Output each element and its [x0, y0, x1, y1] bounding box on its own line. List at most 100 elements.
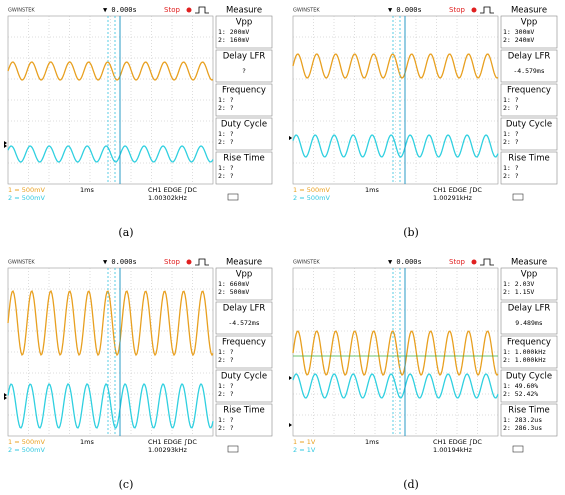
trigger: CH1 EDGE ∫DC [148, 186, 197, 194]
brand: GWINSTEK [8, 8, 35, 14]
trigger: CH1 EDGE ∫DC [433, 186, 482, 194]
time-offset: ▼ 0.000s [103, 6, 137, 14]
measure-value: 1: 200mV [218, 28, 249, 36]
ch1-marker [289, 423, 292, 427]
measure-name: Rise Time [223, 154, 264, 164]
measure-value: 2: ? [218, 424, 234, 432]
measure-name: Vpp [521, 18, 538, 28]
trigger-freq: 1.00293kHz [148, 446, 188, 454]
trigger: CH1 EDGE ∫DC [148, 438, 197, 446]
figure: GWINSTEK▼ 0.000sStopMeasureVpp1: 200mV2:… [0, 0, 565, 495]
measure-title: Measure [511, 258, 547, 268]
measure-value: 2: 240mV [503, 36, 534, 44]
measure-name: Vpp [236, 270, 253, 280]
measure-name: Vpp [521, 270, 538, 280]
ch2-marker [4, 396, 7, 400]
ch2-marker [289, 376, 292, 380]
measure-value: 1: ? [503, 130, 519, 138]
run-status: Stop [164, 6, 180, 14]
ch1-scale: 1 = 1V [293, 438, 316, 446]
measure-name: Rise Time [508, 406, 549, 416]
time-offset: ▼ 0.000s [388, 6, 422, 14]
measure-value: 2: ? [218, 172, 234, 180]
measure-value: 2: ? [218, 390, 234, 398]
caption: (b) [403, 226, 419, 239]
measure-name: Vpp [236, 18, 253, 28]
measure-value: 2: 1.15V [503, 288, 534, 296]
sd-icon [228, 194, 238, 200]
measure-name: Frequency [222, 86, 266, 96]
measure-value: 2: 286.3us [503, 424, 542, 432]
measure-value: 1: ? [218, 130, 234, 138]
caption: (a) [118, 226, 133, 239]
measure-value: 1: ? [218, 348, 234, 356]
timebase: 1ms [365, 438, 379, 446]
ch1-scale: 1 = 500mV [8, 438, 45, 446]
measure-value: 1: 300mV [503, 28, 534, 36]
ch2-scale: 2 = 500mV [293, 194, 330, 202]
sd-icon [513, 446, 523, 452]
ch2-scale: 2 = 500mV [8, 194, 45, 202]
measure-value: 1: ? [218, 416, 234, 424]
measure-name: Duty Cycle [506, 372, 552, 382]
measure-value: 1: 283.2us [503, 416, 542, 424]
run-status: Stop [449, 258, 465, 266]
timebase: 1ms [80, 186, 94, 194]
measure-name: Duty Cycle [221, 372, 267, 382]
measure-title: Measure [226, 6, 262, 16]
run-status: Stop [449, 6, 465, 14]
measure-name: Frequency [507, 86, 551, 96]
measure-value: 2: ? [503, 138, 519, 146]
brand: GWINSTEK [293, 260, 320, 266]
measure-value: 2: ? [218, 356, 234, 364]
measure-name: Delay LFR [508, 52, 551, 62]
measure-value: 1: ? [503, 96, 519, 104]
measure-title: Measure [226, 258, 262, 268]
measure-name: Delay LFR [508, 304, 551, 314]
measure-title: Measure [511, 6, 547, 16]
timebase: 1ms [80, 438, 94, 446]
measure-value: 2: ? [503, 172, 519, 180]
brand: GWINSTEK [293, 8, 320, 14]
measure-value: 1: ? [218, 96, 234, 104]
measure-value: -4.572ms [228, 319, 259, 327]
measure-name: Frequency [507, 338, 551, 348]
timebase: 1ms [365, 186, 379, 194]
sd-icon [513, 194, 523, 200]
measure-value: 1: 2.03V [503, 280, 534, 288]
sd-icon [228, 446, 238, 452]
trigger: CH1 EDGE ∫DC [433, 438, 482, 446]
measure-value: 1: 49.60% [503, 382, 538, 390]
measure-value: 2: ? [218, 138, 234, 146]
measure-value: ? [242, 67, 246, 75]
measure-name: Delay LFR [223, 52, 266, 62]
ch1-scale: 1 = 500mV [293, 186, 330, 194]
measure-value: 2: 500mV [218, 288, 249, 296]
brand: GWINSTEK [8, 260, 35, 266]
time-offset: ▼ 0.000s [388, 258, 422, 266]
caption: (c) [119, 478, 134, 491]
stop-dot [187, 8, 192, 13]
trigger-icon [195, 7, 209, 13]
time-offset: ▼ 0.000s [103, 258, 137, 266]
ch2-marker [4, 144, 7, 148]
ch1-scale: 1 = 500mV [8, 186, 45, 194]
trigger-icon [480, 259, 494, 265]
measure-value: -4.579ms [513, 67, 544, 75]
trigger-icon [195, 259, 209, 265]
measure-value: 2: 1.000kHz [503, 356, 546, 364]
measure-value: 9.489ms [515, 319, 542, 327]
stop-dot [472, 260, 477, 265]
ch2-scale: 2 = 1V [293, 446, 316, 454]
ch2-scale: 2 = 500mV [8, 446, 45, 454]
caption: (d) [403, 478, 419, 491]
stop-dot [187, 260, 192, 265]
measure-value: 1: 660mV [218, 280, 249, 288]
measure-name: Frequency [222, 338, 266, 348]
trigger-freq: 1.00291kHz [433, 194, 473, 202]
measure-value: 1: 1.000kHz [503, 348, 546, 356]
measure-name: Delay LFR [223, 304, 266, 314]
measure-value: 1: ? [218, 164, 234, 172]
